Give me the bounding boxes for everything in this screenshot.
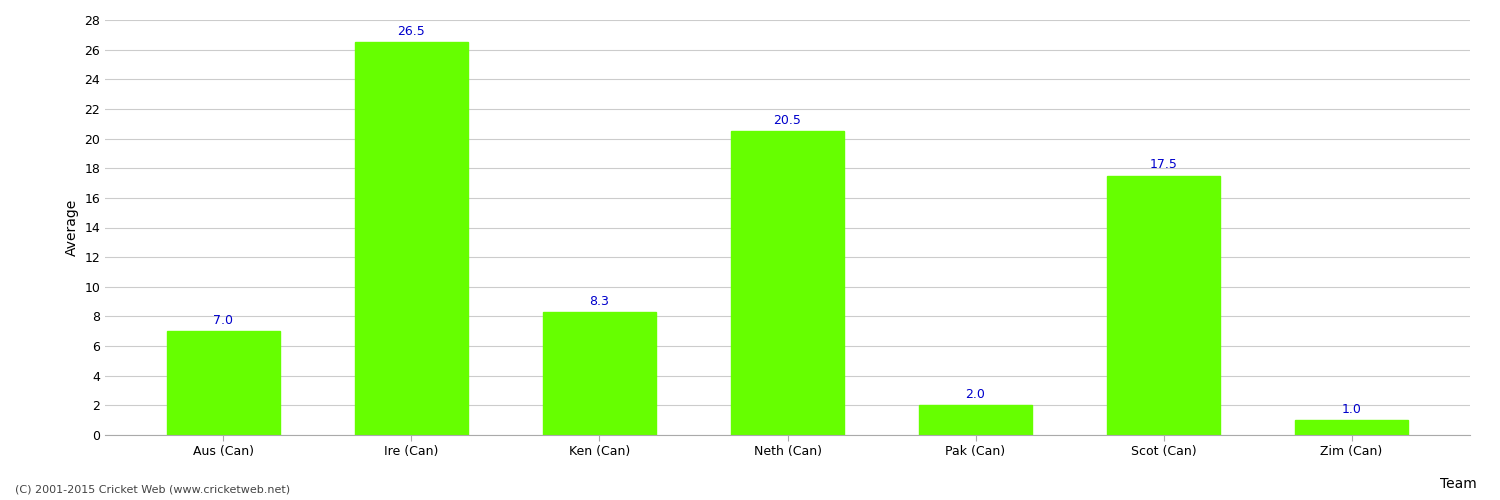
Text: 2.0: 2.0 xyxy=(966,388,986,401)
Text: Team: Team xyxy=(1440,476,1478,490)
Y-axis label: Average: Average xyxy=(64,199,78,256)
Text: 26.5: 26.5 xyxy=(398,25,426,38)
Bar xyxy=(166,331,280,435)
Text: 1.0: 1.0 xyxy=(1341,402,1362,415)
Bar xyxy=(543,312,656,435)
Text: 7.0: 7.0 xyxy=(213,314,234,327)
Bar xyxy=(1107,176,1220,435)
Bar xyxy=(356,42,468,435)
Text: 17.5: 17.5 xyxy=(1149,158,1178,171)
Text: 20.5: 20.5 xyxy=(774,114,801,126)
Text: 8.3: 8.3 xyxy=(590,294,609,308)
Text: (C) 2001-2015 Cricket Web (www.cricketweb.net): (C) 2001-2015 Cricket Web (www.cricketwe… xyxy=(15,485,290,495)
Bar xyxy=(920,406,1032,435)
Bar xyxy=(1294,420,1408,435)
Bar xyxy=(730,131,844,435)
